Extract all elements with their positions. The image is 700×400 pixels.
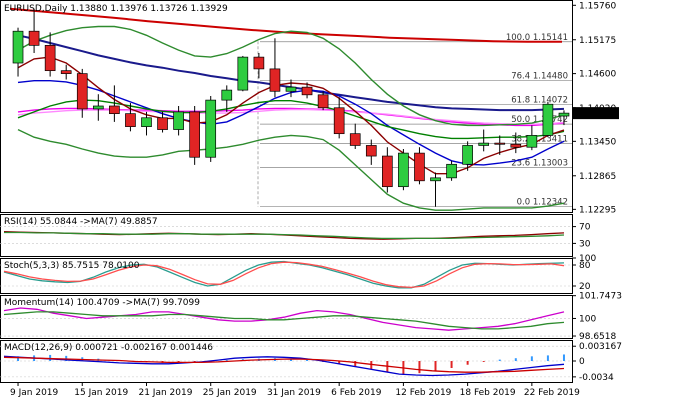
indicator-label: RSI(14) 55.0844 ->MA(7) 49.8857 [4,217,158,227]
candle-body [205,99,217,158]
time-axis-label: 21 Jan 2019 [138,388,192,398]
fibonacci-level-label: 50.0 1.13742 [511,115,568,125]
fibonacci-level-label: 0.0 1.12342 [517,198,568,208]
indicator-label: MACD(12,26,9) 0.000721 -0.002167 0.00144… [4,343,213,353]
indicator-axis-label: 100 [579,314,596,324]
indicator-line [3,355,565,377]
candle-body [173,111,184,130]
candle-body [317,94,329,109]
price-axis-label: 1.12865 [579,172,616,182]
candle-body [478,142,490,146]
candle-body [382,155,393,188]
candle-body [349,133,361,146]
candle-body [398,152,409,188]
moving-average-line [17,107,565,127]
pane-frame [0,295,573,339]
time-axis-label: 15 Jan 2019 [74,388,128,398]
price-axis-label: 1.12295 [579,205,616,215]
indicator-line [3,260,565,289]
candle-body [301,86,313,96]
indicator-label: Stoch(5,3,3) 85.7515 78.0100 [4,261,140,271]
candle-body [92,105,104,110]
price-axis-label: 1.15175 [579,36,616,46]
candle-body [60,70,72,74]
fibonacci-level-label: 76.4 1.14480 [511,72,568,82]
time-axis-label: 6 Feb 2019 [331,388,382,398]
candle-body [526,135,538,148]
indicator-axis-label: 100 [579,254,596,264]
indicator-line [3,356,565,373]
time-axis-label: 22 Feb 2019 [524,388,580,398]
moving-average-line [17,99,565,140]
indicator-axis-label: 70 [579,223,591,233]
pane-frame [0,214,573,257]
indicator-line [3,307,565,331]
candle-body [253,56,265,70]
candle-body [125,113,136,127]
last-price-label: 1.13929 [577,110,614,120]
candle-body [28,30,40,46]
chart-title: EURUSD,Daily 1.13880 1.13976 1.13726 1.1… [4,4,228,14]
price-axis-label: 1.14600 [579,70,616,80]
moving-average-line [17,108,565,125]
indicator-axis-label: 0.003167 [579,342,622,352]
indicator-axis-label: -0.0034 [579,373,614,383]
indicator-label: Momentum(14) 100.4709 ->MA(7) 99.7099 [4,298,200,308]
candle-body [333,107,345,135]
moving-average-line [17,56,565,175]
candle-body [542,103,554,136]
candle-body [510,143,522,148]
fibonacci-level-label: 23.6 1.13003 [511,159,568,169]
candle-body [446,163,457,179]
candle-body [414,152,425,182]
candle-body [221,89,233,101]
time-axis-label: 25 Jan 2019 [203,388,257,398]
indicator-axis-label: 0 [579,357,585,367]
candle-body [189,111,200,158]
candle-body [462,145,473,165]
pane-frame [0,0,573,213]
candle-body [141,117,152,127]
candle-body [494,142,506,145]
indicator-line [3,311,565,330]
moving-average-line [17,25,565,127]
time-axis-label: 18 Feb 2019 [460,388,516,398]
candle-body [76,73,88,110]
indicator-axis-label: 20 [579,282,591,292]
time-axis-label: 31 Jan 2019 [267,388,321,398]
indicator-axis-label: 30 [579,239,591,249]
indicator-axis-label: 101.7473 [579,292,622,302]
time-axis-label: 9 Jan 2019 [10,388,58,398]
candle-body [430,177,441,182]
indicator-line [4,231,565,240]
candle-body [12,30,24,64]
candle-body [109,105,120,115]
price-axis-label: 1.15760 [579,1,616,11]
indicator-line [3,261,565,289]
candle-body [285,86,297,92]
moving-average-line [17,34,565,112]
indicator-axis-label: 80 [579,261,591,271]
price-axis-label: 1.13450 [579,137,616,147]
fibonacci-level-label: 61.8 1.14072 [511,96,568,106]
candle-body [44,44,56,72]
candle-body [365,145,377,157]
last-price-box [573,107,619,120]
candle-body [237,56,249,91]
time-axis-label: 12 Feb 2019 [395,388,451,398]
fibonacci-level-label: 100.0 1.15141 [506,33,568,43]
pane-frame [0,258,573,294]
candle-body [558,112,570,117]
moving-average-line [17,128,565,211]
indicator-axis-label: 98.6518 [579,332,616,342]
candle-body [269,68,281,92]
candle-body [157,117,168,130]
